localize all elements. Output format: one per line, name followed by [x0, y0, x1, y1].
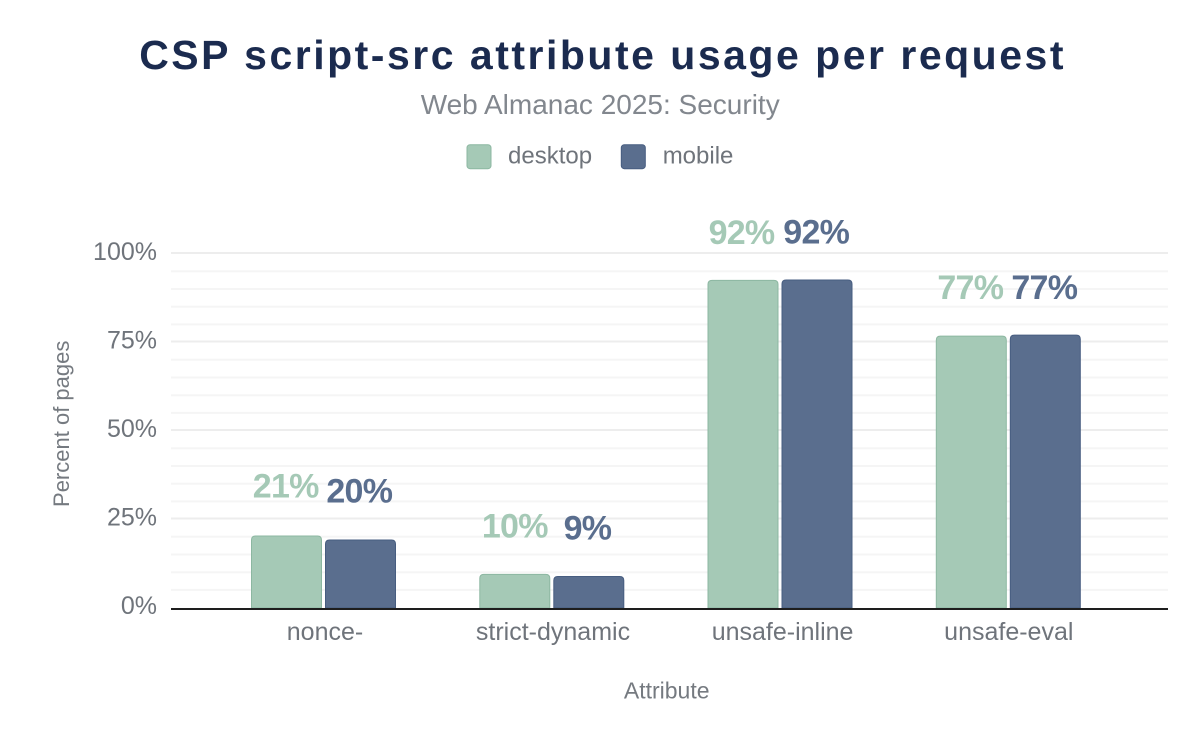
svg-text:77%: 77% [937, 269, 1003, 307]
svg-text:10%: 10% [482, 508, 548, 546]
svg-text:92%: 92% [709, 214, 775, 252]
svg-text:strict-dynamic: strict-dynamic [476, 618, 630, 646]
svg-text:desktop: desktop [508, 143, 592, 170]
svg-text:50%: 50% [107, 415, 157, 443]
svg-text:0%: 0% [121, 592, 157, 620]
svg-text:nonce-: nonce- [287, 618, 363, 646]
svg-text:25%: 25% [107, 504, 157, 532]
svg-text:Web Almanac 2025: Security: Web Almanac 2025: Security [421, 89, 780, 120]
svg-text:unsafe-eval: unsafe-eval [944, 618, 1073, 646]
svg-text:100%: 100% [93, 238, 157, 266]
svg-text:75%: 75% [107, 327, 157, 355]
svg-text:77%: 77% [1011, 269, 1077, 307]
svg-text:9%: 9% [564, 509, 612, 547]
svg-text:Attribute: Attribute [624, 677, 710, 703]
svg-text:21%: 21% [253, 468, 319, 506]
svg-text:Percent of pages: Percent of pages [49, 341, 74, 507]
svg-text:20%: 20% [326, 473, 392, 511]
svg-text:92%: 92% [783, 214, 849, 252]
svg-text:CSP script-src attribute usage: CSP script-src attribute usage per reque… [139, 32, 1066, 78]
svg-text:mobile: mobile [663, 143, 734, 170]
svg-text:unsafe-inline: unsafe-inline [712, 618, 854, 646]
